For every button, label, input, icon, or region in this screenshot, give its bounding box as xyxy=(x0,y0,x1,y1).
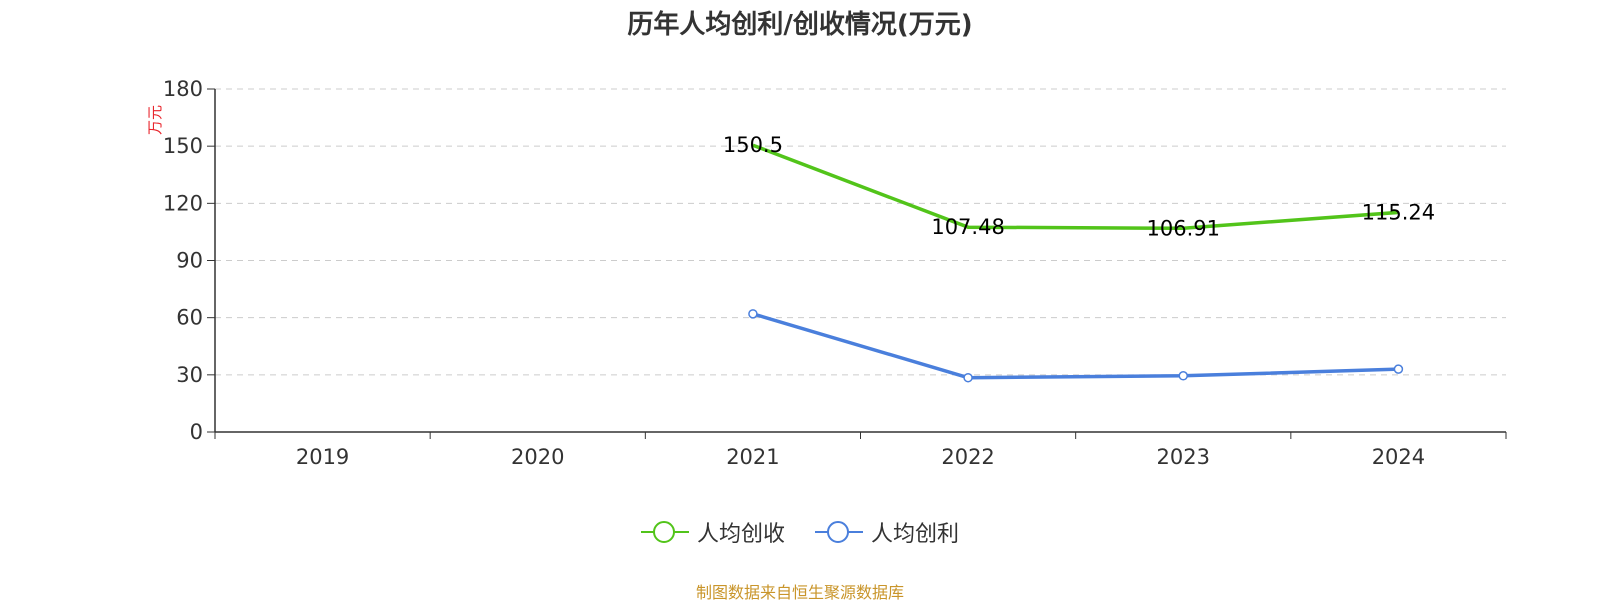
y-tick-label: 180 xyxy=(163,77,203,101)
y-tick-label: 30 xyxy=(176,363,203,387)
data-point xyxy=(963,372,973,383)
x-tick-label: 2022 xyxy=(941,445,994,469)
data-point xyxy=(1393,364,1404,374)
x-tick-label: 2020 xyxy=(511,445,564,469)
y-tick-label: 90 xyxy=(176,249,203,273)
legend-label: 人均创利 xyxy=(871,522,960,547)
legend-label: 人均创收 xyxy=(696,522,785,547)
y-tick-label: 0 xyxy=(190,420,203,444)
data-label: 107.48 xyxy=(931,215,1004,239)
data-source-note: 制图数据来自恒生聚源数据库 xyxy=(695,583,904,602)
data-point xyxy=(748,309,758,319)
legend-marker-icon xyxy=(815,520,863,544)
y-tick-label: 150 xyxy=(163,134,203,158)
data-label: 115.24 xyxy=(1362,200,1435,224)
series-line-2 xyxy=(752,312,1399,380)
data-label: 106.91 xyxy=(1147,216,1220,240)
series-line-1 xyxy=(752,143,1399,231)
legend-item-profit[interactable]: 人均创利 xyxy=(815,516,959,548)
x-tick-label: 2024 xyxy=(1372,445,1425,469)
y-tick-label: 120 xyxy=(163,191,203,215)
legend: 人均创收 人均创利 xyxy=(0,516,1600,548)
chart-title: 历年人均创利/创收情况(万元) xyxy=(627,10,973,40)
x-tick-label: 2023 xyxy=(1157,445,1210,469)
legend-item-revenue[interactable]: 人均创收 xyxy=(640,516,785,548)
y-tick-label: 60 xyxy=(176,306,203,330)
data-label: 150.5 xyxy=(723,133,783,157)
x-tick-label: 2021 xyxy=(726,445,779,469)
x-tick-label: 2019 xyxy=(296,445,349,469)
y-axis-label: 万元 xyxy=(146,105,164,135)
legend-marker-icon xyxy=(640,520,689,544)
data-point xyxy=(1178,371,1188,381)
